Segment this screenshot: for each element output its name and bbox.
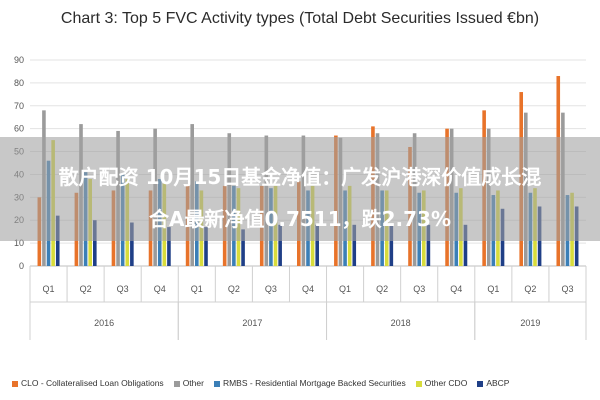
y-tick-label: 90 <box>14 55 24 65</box>
x-tick-label: Q3 <box>265 284 277 294</box>
bar <box>426 224 431 266</box>
legend-label: ABCP <box>486 378 510 388</box>
chart-title: Chart 3: Top 5 FVC Activity types (Total… <box>60 10 540 27</box>
x-tick-label: Q2 <box>376 284 388 294</box>
x-tick-label: Q2 <box>524 284 536 294</box>
x-tick-label: Q1 <box>487 284 499 294</box>
bar <box>389 224 394 266</box>
bar <box>167 227 171 266</box>
bar <box>463 224 468 266</box>
year-label: 2018 <box>391 318 411 328</box>
x-tick-label: Q1 <box>339 284 351 294</box>
x-tick-label: Q4 <box>302 284 314 294</box>
bar <box>130 222 134 266</box>
y-tick-label: 70 <box>14 101 24 111</box>
bar <box>204 227 208 266</box>
year-label: 2019 <box>520 318 540 328</box>
legend-label: Other CDO <box>424 378 468 388</box>
y-tick-label: 80 <box>14 78 24 88</box>
x-tick-label: Q3 <box>561 284 573 294</box>
y-tick-label: 10 <box>14 238 24 248</box>
legend-item: Other CDO <box>415 378 468 388</box>
headline-line-2: 合A最新净值0.7511，跌2.73% <box>148 207 452 231</box>
x-tick-label: Q3 <box>413 284 425 294</box>
x-tick-label: Q4 <box>154 284 166 294</box>
legend-swatch <box>173 380 180 387</box>
x-tick-label: Q1 <box>43 284 55 294</box>
y-tick-label: 60 <box>14 124 24 134</box>
bar <box>278 224 282 266</box>
x-tick-label: Q2 <box>80 284 92 294</box>
legend-swatch <box>213 380 220 387</box>
x-tick-label: Q1 <box>191 284 203 294</box>
bar <box>241 229 245 266</box>
year-label: 2017 <box>242 318 262 328</box>
legend-swatch <box>477 380 484 387</box>
chart-legend: CLO - Collateralised Loan Obligations Oth… <box>12 378 600 388</box>
x-tick-label: Q2 <box>228 284 240 294</box>
legend-swatch <box>12 380 18 387</box>
legend-item: RMBS - Residential Mortgage Backed Secur… <box>213 378 406 388</box>
legend-label: RMBS - Residential Mortgage Backed Secur… <box>222 378 406 388</box>
y-tick-label: 0 <box>19 261 24 271</box>
legend-swatch <box>415 380 422 387</box>
legend-item: Other <box>173 378 204 388</box>
legend-label: Other <box>182 378 204 388</box>
legend-item: CLO - Collateralised Loan Obligations <box>12 378 164 388</box>
legend-label: CLO - Collateralised Loan Obligations <box>21 378 164 388</box>
headline-overlay: 散户配资 10月15日基金净值：广发沪港深价值成长混 合A最新净值0.7511，… <box>0 137 600 241</box>
bar <box>352 224 357 266</box>
headline-line-1: 散户配资 10月15日基金净值：广发沪港深价值成长混 <box>58 165 542 189</box>
x-tick-label: Q4 <box>450 284 462 294</box>
legend-item: ABCP <box>477 378 509 388</box>
x-tick-label: Q3 <box>117 284 129 294</box>
year-label: 2016 <box>94 318 114 328</box>
bar <box>315 224 319 266</box>
bar <box>93 220 97 266</box>
